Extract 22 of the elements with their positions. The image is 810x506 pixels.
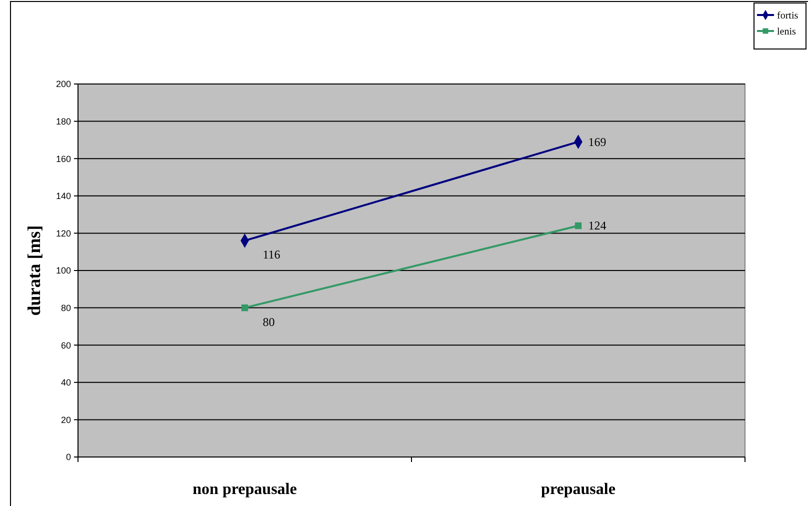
point: [241, 304, 248, 312]
x-tick-label: non prepausale: [192, 481, 297, 498]
y-tick-label: 80: [60, 302, 71, 313]
y-tick-label: 0: [66, 452, 71, 462]
data-label: 169: [588, 134, 606, 149]
y-tick-label: 100: [56, 266, 71, 276]
x-tick-label: prepausale: [541, 481, 616, 498]
legend-label: fortis: [777, 10, 798, 22]
y-tick-label: 60: [60, 340, 71, 350]
y-tick-label: 140: [56, 191, 71, 202]
data-label: 80: [262, 314, 275, 329]
data-label: 116: [262, 248, 280, 262]
y-tick-label: 180: [56, 116, 71, 126]
y-tick-label: 20: [60, 414, 71, 425]
y-tick-label: 40: [60, 378, 71, 388]
point: [574, 222, 582, 230]
legend-label: lenis: [777, 26, 796, 38]
y-tick-label: 200: [56, 79, 71, 90]
data-label: 124: [588, 218, 606, 233]
y-tick-label: 160: [56, 154, 71, 164]
y-tick-label: 120: [56, 228, 71, 238]
y-axis-title: durata [ms]: [24, 225, 44, 316]
